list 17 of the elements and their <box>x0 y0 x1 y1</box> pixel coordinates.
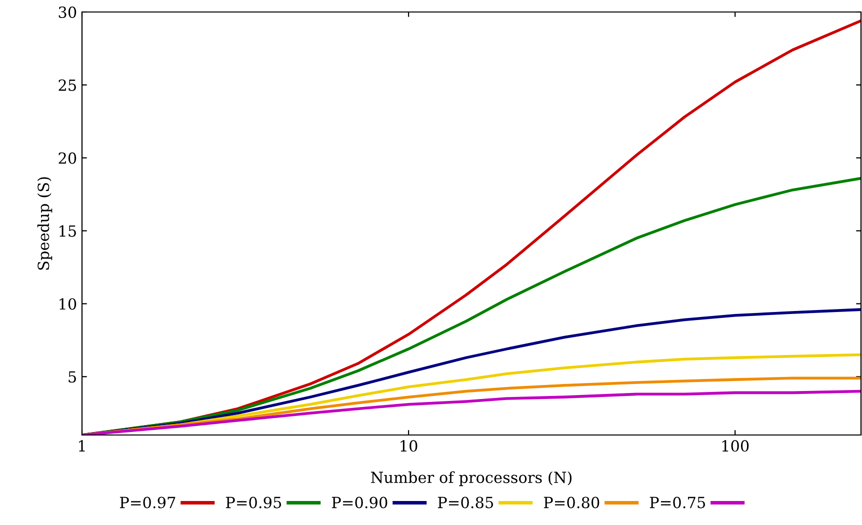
y-axis-title: Speedup (S) <box>37 177 52 270</box>
legend-label: P=0.85 <box>438 496 494 508</box>
y-tick-label: 25 <box>58 79 76 91</box>
y-tick-label: 10 <box>60 298 76 310</box>
x-tick-label: 1 <box>79 440 85 452</box>
x-tick-label: 10 <box>400 440 418 452</box>
legend-label: P=0.95 <box>226 496 282 508</box>
y-tick-label: 15 <box>60 225 76 237</box>
legend-label: P=0.90 <box>332 496 388 508</box>
y-tick-label: 5 <box>68 371 76 383</box>
legend-label: P=0.75 <box>650 496 706 508</box>
legend-label: P=0.80 <box>544 496 600 508</box>
y-tick-label: 20 <box>58 152 76 164</box>
y-tick-label: 30 <box>58 6 76 18</box>
x-tick-label: 100 <box>722 440 749 452</box>
legend-label: P=0.97 <box>120 496 176 508</box>
x-axis-title: Number of processors (N) <box>371 471 572 486</box>
